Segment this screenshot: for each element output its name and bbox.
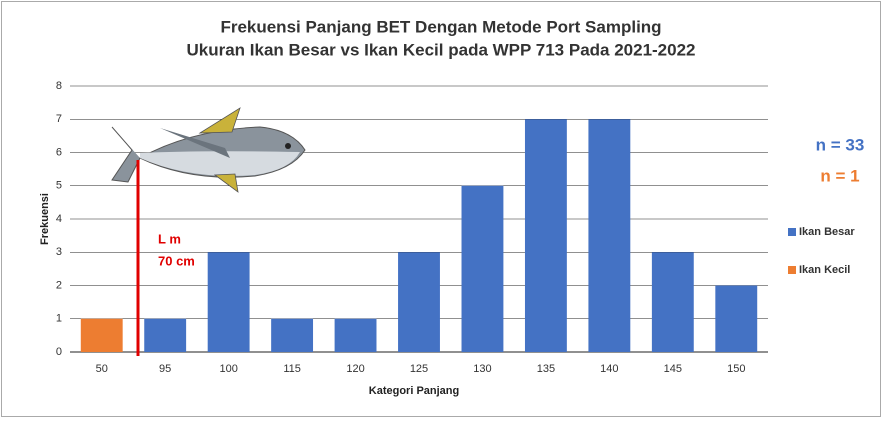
- y-tick-label: 8: [56, 80, 62, 92]
- x-tick-label: 125: [410, 363, 428, 375]
- bar: [335, 319, 377, 352]
- bar: [525, 119, 567, 352]
- y-tick-label: 1: [56, 313, 62, 325]
- x-tick-label: 95: [159, 363, 171, 375]
- legend-swatch: [788, 266, 796, 274]
- bar: [588, 119, 630, 352]
- y-tick-label: 0: [56, 346, 62, 358]
- x-tick-label: 135: [537, 363, 555, 375]
- y-tick-label: 3: [56, 246, 62, 258]
- x-tick-label: 150: [727, 363, 745, 375]
- x-axis-title: Kategori Panjang: [369, 385, 459, 397]
- bar: [81, 319, 123, 352]
- y-tick-label: 2: [56, 279, 62, 291]
- annotation-n-besar: n = 33: [816, 135, 865, 154]
- y-tick-label: 5: [56, 180, 62, 192]
- legend-label: Ikan Besar: [799, 226, 855, 238]
- bar: [208, 252, 250, 352]
- bar: [462, 186, 504, 352]
- lm-value: 70 cm: [158, 253, 195, 268]
- x-tick-label: 130: [473, 363, 491, 375]
- chart-border: [2, 2, 881, 417]
- y-tick-label: 6: [56, 146, 62, 158]
- x-tick-label: 115: [283, 363, 301, 375]
- x-tick-label: 50: [96, 363, 108, 375]
- bar: [398, 252, 440, 352]
- x-tick-label: 100: [219, 363, 237, 375]
- chart-subtitle: Ukuran Ikan Besar vs Ikan Kecil pada WPP…: [186, 40, 695, 59]
- y-tick-label: 4: [56, 213, 62, 225]
- y-tick-label: 7: [56, 113, 62, 125]
- x-tick-label: 120: [346, 363, 364, 375]
- bar: [271, 319, 313, 352]
- x-tick-label: 145: [664, 363, 682, 375]
- annotation-n-kecil: n = 1: [820, 166, 859, 185]
- legend-swatch: [788, 228, 796, 236]
- y-axis-title: Frekuensi: [39, 193, 51, 245]
- lm-label: L m: [158, 231, 181, 246]
- legend-label: Ikan Kecil: [799, 264, 850, 276]
- bar: [652, 252, 694, 352]
- chart-title: Frekuensi Panjang BET Dengan Metode Port…: [220, 17, 661, 36]
- chart: 0 1 2 3 4 5 6 7 8 50 95 100 115 120 125 130 135 140 145 150…: [0, 0, 882, 418]
- bar: [715, 286, 757, 353]
- x-tick-label: 140: [600, 363, 618, 375]
- bar: [144, 319, 186, 352]
